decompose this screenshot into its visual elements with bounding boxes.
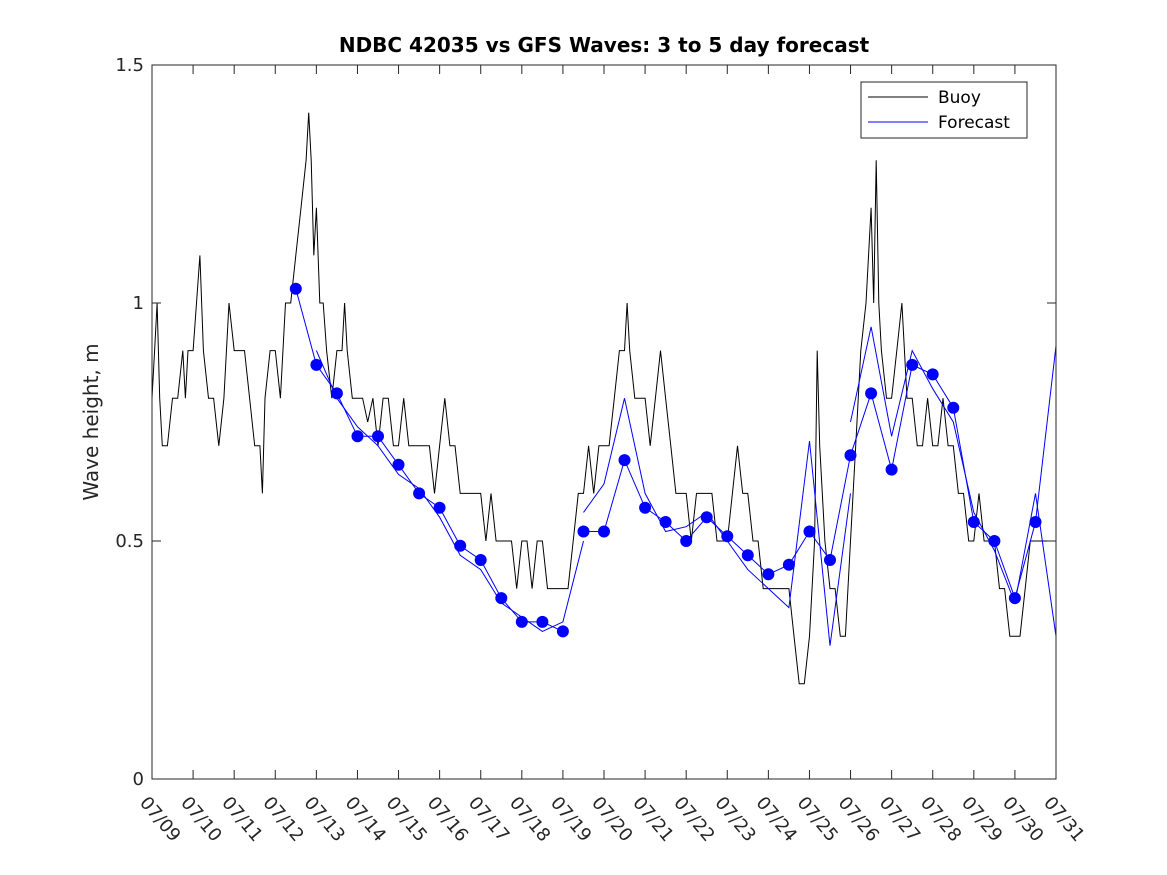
forecast-marker bbox=[885, 463, 898, 476]
y-tick-label: 0 bbox=[133, 769, 144, 790]
forecast-marker bbox=[1008, 592, 1021, 605]
forecast-marker bbox=[865, 387, 878, 400]
forecast-marker bbox=[289, 282, 302, 295]
forecast-marker bbox=[372, 430, 384, 443]
forecast-marker bbox=[598, 525, 610, 538]
forecast-line-4 bbox=[583, 398, 851, 646]
forecast-marker bbox=[577, 525, 590, 538]
legend-forecast-label: Forecast bbox=[938, 113, 1010, 133]
forecast-marker bbox=[988, 535, 1001, 547]
buoy-line bbox=[152, 112, 1056, 685]
forecast-marker bbox=[474, 554, 487, 566]
forecast-marker bbox=[330, 387, 343, 400]
forecast-marker bbox=[618, 454, 631, 467]
clipped-series bbox=[152, 112, 1056, 685]
forecast-marker bbox=[392, 458, 405, 471]
legend-box bbox=[860, 81, 1028, 139]
y-tick-label: 1.5 bbox=[115, 55, 144, 76]
forecast-marker bbox=[413, 487, 426, 500]
forecast-marker bbox=[906, 358, 919, 371]
forecast-marker bbox=[536, 615, 549, 628]
forecast-line-2 bbox=[315, 350, 584, 632]
plot-area bbox=[152, 65, 1056, 779]
legend: Buoy Forecast bbox=[860, 81, 1028, 139]
forecast-marker bbox=[310, 358, 323, 371]
forecast-marker bbox=[844, 449, 857, 462]
forecast-marker bbox=[782, 558, 795, 571]
forecast-marker bbox=[515, 615, 528, 628]
forecast-line-6 bbox=[850, 326, 1056, 637]
forecast-marker bbox=[947, 401, 960, 414]
forecast-marker bbox=[433, 501, 446, 514]
forecast-marker bbox=[700, 511, 713, 524]
forecast-marker bbox=[495, 592, 508, 605]
forecast-marker bbox=[659, 516, 672, 528]
series-layer bbox=[152, 112, 1056, 685]
forecast-marker bbox=[741, 549, 754, 562]
legend-buoy-label: Buoy bbox=[938, 88, 981, 108]
y-tick-label: 0.5 bbox=[115, 531, 144, 552]
forecast-marker bbox=[926, 368, 939, 381]
y-axis-label: Wave height, m bbox=[79, 343, 103, 500]
forecast-marker bbox=[639, 501, 652, 514]
forecast-marker bbox=[680, 535, 693, 547]
forecast-marker bbox=[1029, 516, 1042, 528]
forecast-marker bbox=[824, 554, 836, 566]
forecast-marker bbox=[351, 430, 364, 443]
chart-title: NDBC 42035 vs GFS Waves: 3 to 5 day fore… bbox=[339, 33, 870, 57]
forecast-marker bbox=[721, 530, 734, 543]
forecast-marker bbox=[762, 568, 775, 581]
forecast-marker bbox=[967, 516, 980, 528]
forecast-marker bbox=[454, 539, 467, 552]
y-tick-label: 1 bbox=[133, 293, 144, 314]
forecast-marker bbox=[556, 625, 569, 638]
forecast-marker bbox=[803, 525, 816, 538]
